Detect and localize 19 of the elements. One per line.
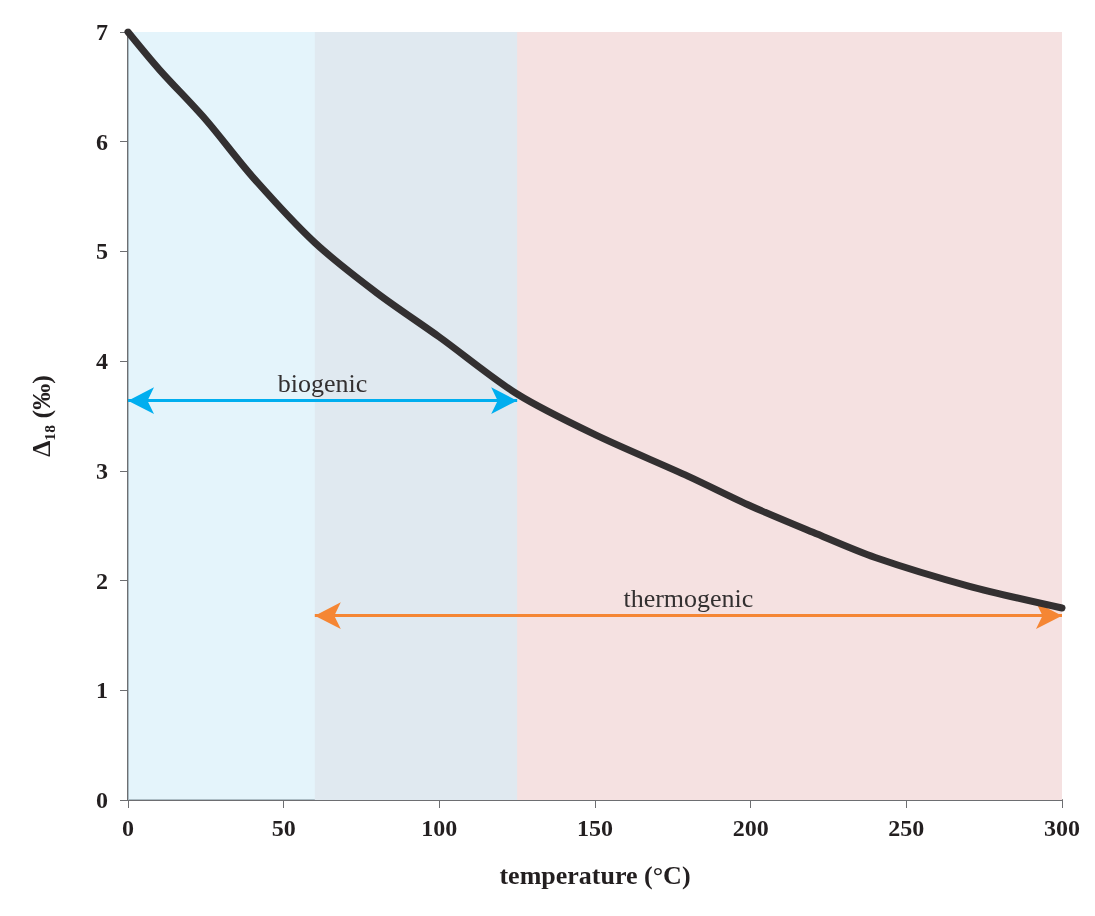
y-tick-label: 2: [96, 567, 108, 594]
x-tick-label: 150: [577, 815, 613, 841]
x-tick-label: 100: [421, 815, 458, 841]
band-label: thermogenic: [623, 584, 754, 614]
x-axis-title: temperature (°C): [499, 860, 691, 890]
y-tick-label: 6: [96, 128, 108, 155]
x-tick-label: 250: [888, 815, 925, 841]
y-tick-label: 3: [96, 457, 108, 484]
x-tick-label: 0: [122, 815, 134, 841]
y-tick-label: 7: [96, 19, 108, 45]
y-tick-label: 0: [96, 787, 108, 813]
x-tick-label: 300: [1044, 815, 1080, 841]
x-tick-label: 200: [732, 815, 769, 841]
y-axis-title: Δ₁₈ (‰): [26, 375, 56, 457]
x-tick-label: 50: [271, 815, 296, 841]
band-label: biogenic: [277, 369, 368, 399]
y-tick-label: 4: [96, 348, 108, 375]
y-tick-label: 1: [96, 677, 108, 704]
y-tick-label: 5: [96, 238, 108, 265]
